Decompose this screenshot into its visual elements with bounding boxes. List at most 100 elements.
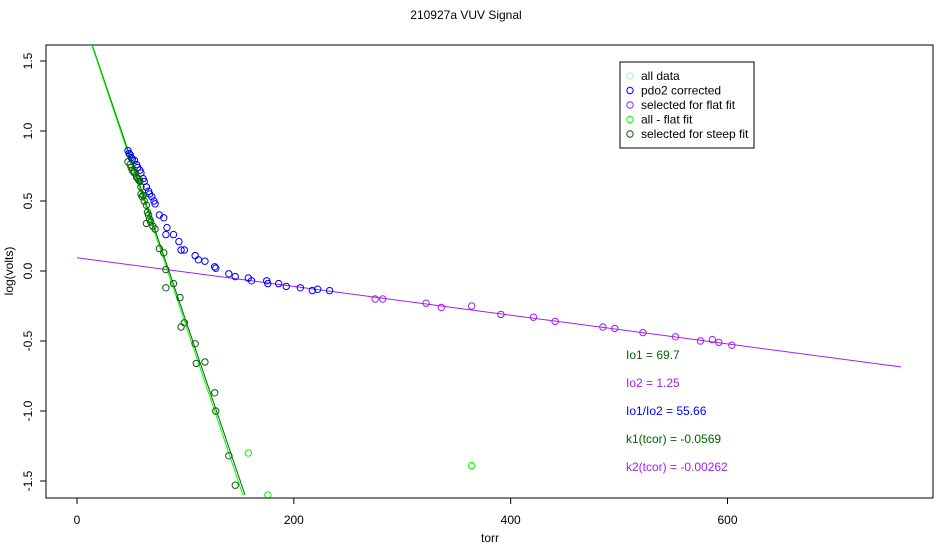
- data-point: [274, 279, 283, 288]
- data-point: [371, 295, 379, 303]
- y-tick-label: 0.5: [21, 192, 35, 209]
- y-tick-label: -0.5: [21, 330, 35, 351]
- data-point: [162, 230, 170, 239]
- data-point: [160, 214, 168, 222]
- x-tick-label: 400: [501, 513, 521, 527]
- legend-marker: [626, 130, 634, 138]
- annotation-value: 69.7: [656, 348, 680, 362]
- data-point: [244, 449, 252, 457]
- data-point: [144, 211, 153, 219]
- data-point: [180, 246, 189, 254]
- y-axis: -1.5 -1.0 -0.5 0.0 0.5 1.0 1.5: [21, 52, 47, 491]
- data-point: [176, 293, 184, 302]
- data-point: [708, 335, 717, 344]
- data-point: [169, 230, 178, 239]
- legend-marker: [626, 72, 634, 80]
- data-point: [264, 279, 272, 288]
- fit-annotation: Io1 = 69.7: [626, 348, 680, 362]
- data-point: [551, 317, 559, 326]
- data-point: [210, 263, 219, 271]
- data-point: [155, 244, 164, 253]
- legend-marker: [626, 115, 634, 124]
- data-point: [163, 223, 171, 232]
- annotation-label: Io2 =: [626, 376, 656, 390]
- data-point: [225, 452, 233, 460]
- data-point: [129, 167, 138, 176]
- data-point: [715, 338, 723, 347]
- y-tick-label: 1.5: [21, 52, 35, 69]
- data-point: [231, 481, 239, 489]
- x-axis-label: torr: [481, 531, 499, 545]
- data-point: [151, 225, 159, 233]
- legend-box: [619, 61, 755, 149]
- data-point: [696, 337, 705, 345]
- fit-annotation: Io2 = 1.25: [626, 376, 680, 390]
- data-point: [135, 176, 143, 184]
- annotation-label: k1(tcor) =: [626, 432, 680, 446]
- annotation-label: Io1 =: [626, 348, 656, 362]
- fit-line: [76, 257, 902, 368]
- x-axis: 0 200 400 600: [74, 497, 738, 527]
- data-point: [136, 177, 144, 186]
- legend-label: all data: [641, 69, 680, 83]
- data-point: [212, 407, 220, 415]
- annotation-value: 55.66: [676, 404, 706, 418]
- y-tick-label: -1.0: [21, 400, 35, 421]
- legend-marker: [626, 101, 634, 109]
- annotation-value: 1.25: [656, 376, 680, 390]
- data-point: [201, 257, 209, 265]
- data-point: [467, 302, 476, 310]
- data-point: [162, 265, 170, 274]
- data-point: [148, 193, 156, 201]
- data-point: [728, 341, 736, 349]
- data-point: [282, 282, 290, 291]
- data-point: [437, 303, 445, 312]
- x-tick-label: 200: [284, 513, 304, 527]
- fit-line: [91, 45, 244, 496]
- data-point: [201, 358, 209, 366]
- legend-marker: [626, 86, 634, 95]
- data-point: [467, 461, 476, 470]
- data-point: [422, 299, 430, 307]
- data-point: [308, 286, 316, 295]
- data-point: [169, 279, 178, 288]
- annotation-label: Io1/Io2 =: [626, 404, 676, 418]
- data-point: [611, 324, 619, 333]
- y-tick-label: -1.5: [21, 470, 35, 491]
- fit-annotation: k1(tcor) = -0.0569: [626, 432, 721, 446]
- legend-label: pdo2 corrected: [641, 84, 721, 98]
- chart-title: 210927a VUV Signal: [410, 8, 521, 22]
- data-point: [139, 191, 147, 200]
- data-point: [599, 323, 607, 331]
- data-point: [192, 359, 200, 368]
- data-point: [529, 313, 538, 321]
- data-point: [175, 237, 183, 246]
- data-point: [147, 218, 155, 226]
- data-point: [296, 284, 305, 292]
- data-point: [137, 183, 145, 191]
- data-point: [142, 219, 151, 228]
- x-tick-label: 0: [74, 513, 81, 527]
- y-axis-label: log(volts): [2, 247, 16, 296]
- annotation-label: k2(tcor) =: [626, 460, 680, 474]
- data-point: [247, 277, 256, 285]
- y-tick-label: 0.0: [21, 262, 35, 279]
- data-point: [231, 272, 239, 281]
- data-point: [142, 183, 151, 191]
- legend-label: selected for flat fit: [641, 98, 736, 112]
- x-tick-label: 600: [717, 513, 737, 527]
- data-point: [177, 246, 185, 254]
- annotation-value: -0.00262: [680, 460, 728, 474]
- data-point: [142, 201, 151, 209]
- data-point: [313, 285, 322, 293]
- data-point: [379, 295, 387, 303]
- data-point: [191, 340, 199, 348]
- data-point: [162, 284, 170, 292]
- data-point: [160, 249, 168, 257]
- data-point: [180, 319, 189, 327]
- data-point: [325, 286, 334, 295]
- fit-annotation: k2(tcor) = -0.00262: [626, 460, 728, 474]
- data-point: [130, 169, 139, 177]
